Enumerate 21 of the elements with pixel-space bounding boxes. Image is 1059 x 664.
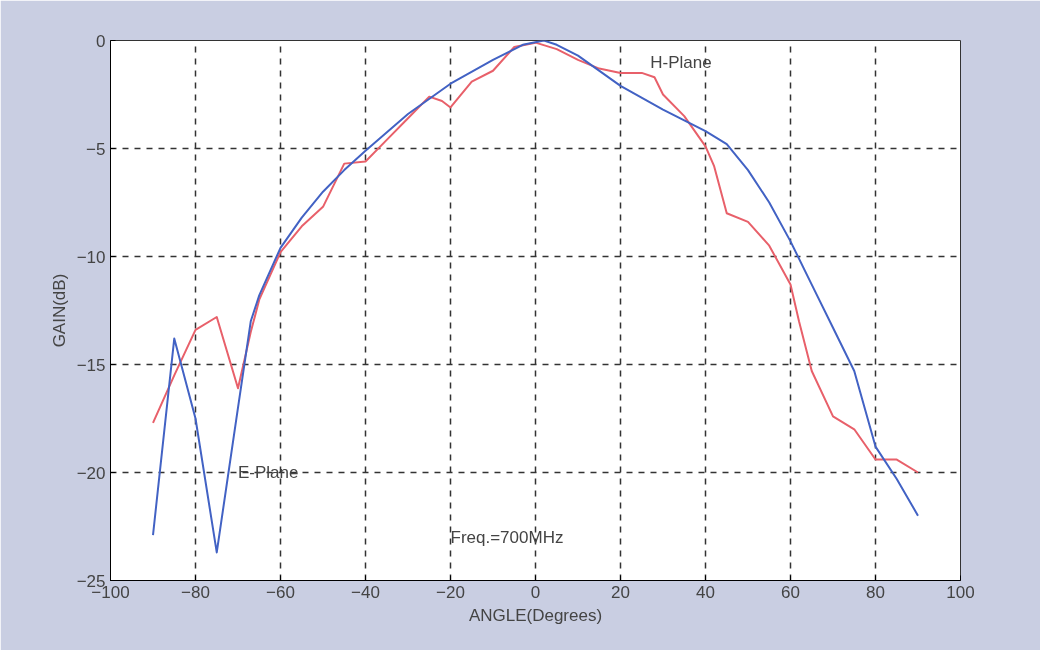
annotation: Freq.=700MHz (450, 527, 564, 547)
x-tick-label: 20 (611, 582, 630, 602)
x-tick-label: −80 (181, 582, 210, 602)
annotation: H-Plane (650, 52, 712, 72)
x-tick-label: −40 (351, 582, 380, 602)
x-tick-label: 40 (696, 582, 715, 602)
y-axis-title: GAIN(dB) (49, 273, 69, 348)
line-series (152, 40, 919, 554)
x-axis-title: ANGLE(Degrees) (468, 605, 603, 625)
x-tick-label: 60 (781, 582, 800, 602)
y-tick-label: −15 (76, 355, 106, 375)
y-tick-label: −5 (86, 139, 106, 159)
x-tick-label: 80 (866, 582, 885, 602)
annotation: E-Plane (238, 463, 299, 482)
y-tick-label: −20 (76, 463, 106, 483)
x-tick-label: 100 (946, 582, 975, 602)
x-tick-label: −60 (266, 582, 295, 602)
y-tick-label: −10 (76, 247, 106, 267)
x-tick-label: 0 (530, 582, 541, 602)
y-tick-label: 0 (96, 31, 106, 51)
x-tick-label: −20 (436, 582, 465, 602)
